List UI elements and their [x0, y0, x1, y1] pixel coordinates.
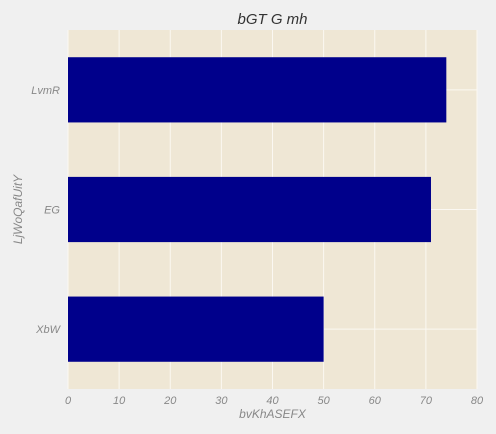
bar-EG [68, 176, 431, 243]
bar-XbW [68, 296, 324, 362]
x-tick-label: 30 [215, 395, 228, 407]
x-tick-label: 10 [113, 395, 126, 407]
x-tick-label: 80 [471, 395, 484, 407]
x-tick-label: 70 [420, 395, 433, 407]
x-axis-ticks: 0 10 20 30 40 50 60 70 80 [65, 395, 484, 407]
bars [68, 57, 447, 362]
x-tick-label: 0 [65, 395, 72, 407]
y-axis-label: LjWoQafUitY [11, 174, 25, 244]
x-axis-label: bvKhASEFX [239, 407, 307, 421]
y-tick-label: XbW [35, 324, 61, 336]
x-tick-label: 40 [266, 395, 279, 407]
y-axis-ticks: LvmR EG XbW [31, 85, 61, 336]
y-tick-label: LvmR [31, 85, 60, 97]
y-tick-label: EG [44, 205, 60, 217]
x-tick-label: 60 [369, 395, 382, 407]
bar-LvmR [68, 57, 447, 123]
x-tick-label: 50 [318, 395, 331, 407]
x-tick-label: 20 [163, 395, 177, 407]
chart-title: bGT G mh [237, 11, 307, 28]
